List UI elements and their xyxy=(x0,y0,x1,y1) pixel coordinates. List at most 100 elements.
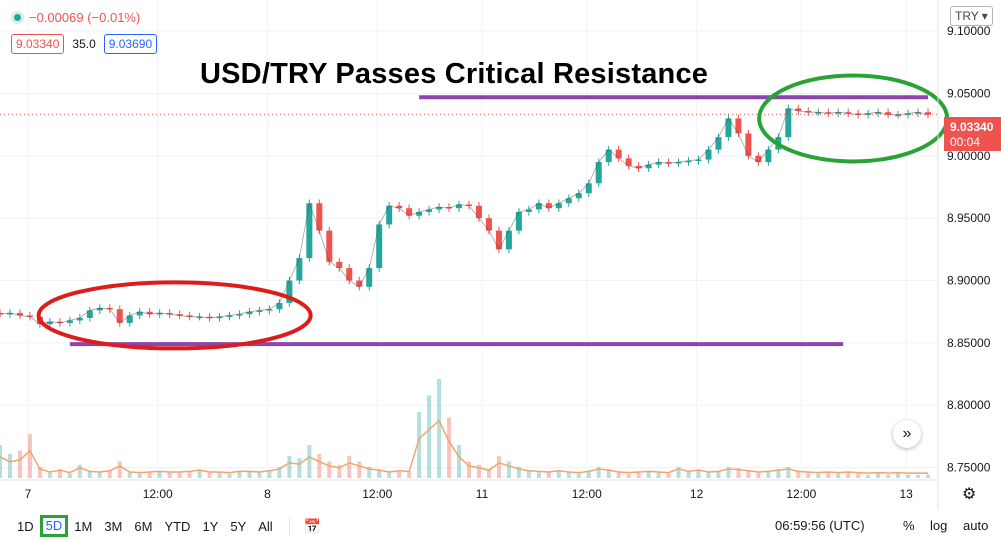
range-3m[interactable]: 3M xyxy=(104,518,123,534)
range-all[interactable]: All xyxy=(258,518,273,534)
candle-body xyxy=(236,314,243,316)
volume-bar xyxy=(726,467,731,478)
candle-body xyxy=(156,312,163,315)
candle-body xyxy=(16,312,23,316)
volume-bar xyxy=(257,472,262,478)
range-1m[interactable]: 1M xyxy=(74,518,93,534)
volume-bar xyxy=(297,458,302,478)
chart-settings-button[interactable]: ⚙ xyxy=(962,484,976,504)
volume-bar xyxy=(926,474,931,478)
volume-bar xyxy=(766,471,771,478)
utc-clock[interactable]: 06:59:56 (UTC) xyxy=(775,518,865,533)
candle-body xyxy=(815,112,822,114)
candle-body xyxy=(605,149,612,163)
volume-bar xyxy=(27,434,32,478)
candle-body xyxy=(386,205,393,225)
currency-dropdown[interactable]: TRY ▾ xyxy=(950,6,993,26)
buy-button[interactable]: 9.03690 xyxy=(103,34,158,54)
candle-body xyxy=(735,118,742,134)
candle-body xyxy=(106,307,113,310)
auto-scale-toggle[interactable]: auto xyxy=(963,518,989,533)
y-tick-label: 9.00000 xyxy=(947,149,991,163)
last-price-value: 9.03340 xyxy=(950,120,994,134)
volume-bar xyxy=(67,473,72,478)
volume-bar xyxy=(357,461,362,478)
volume-bar xyxy=(57,469,62,478)
y-tick-label: 8.80000 xyxy=(947,398,991,412)
symbol-header: −0.00069 (−0.01%) xyxy=(14,6,140,28)
volume-bar xyxy=(267,470,272,478)
log-scale-toggle[interactable]: log xyxy=(930,518,948,533)
volume-ma-line xyxy=(0,419,929,474)
range-6m[interactable]: 6M xyxy=(134,518,153,534)
candle-body xyxy=(326,230,333,262)
candle-body xyxy=(396,205,403,209)
candle-body xyxy=(885,112,892,115)
candle-body xyxy=(505,230,512,250)
sell-button[interactable]: 9.03340 xyxy=(11,34,65,54)
volume-bar xyxy=(437,379,442,478)
volume-bar xyxy=(846,472,851,478)
gear-icon: ⚙ xyxy=(962,486,977,503)
volume-bar xyxy=(187,471,192,478)
range-5d[interactable]: 5D xyxy=(39,515,69,537)
volume-bar xyxy=(307,445,312,478)
candle-body xyxy=(146,311,153,315)
volume-bar xyxy=(816,473,821,478)
range-1d[interactable]: 1D xyxy=(17,518,34,534)
volume-bar xyxy=(377,469,382,478)
candle-body xyxy=(595,162,602,184)
x-tick-label: 12:00 xyxy=(786,487,816,501)
chart-grid xyxy=(0,0,938,480)
volume-bar xyxy=(586,471,591,478)
bottom-toolbar: 1D 5D 1M 3M 6M YTD 1Y 5Y All 📅 06:59:56 … xyxy=(0,510,1001,542)
calendar-range-icon[interactable]: 📅 xyxy=(303,517,322,534)
candle-body xyxy=(136,311,143,316)
candle-body xyxy=(895,114,902,117)
volume-bar xyxy=(387,472,392,478)
volume-bar xyxy=(506,461,511,478)
time-axis[interactable]: 7 12:00 8 12:00 11 12:00 12 12:00 13 xyxy=(0,479,938,501)
volume-bar xyxy=(427,395,432,478)
candle-body xyxy=(825,112,832,114)
volume-bar xyxy=(77,464,82,478)
volume-bar xyxy=(916,474,921,478)
scroll-to-realtime-button[interactable]: » xyxy=(893,420,921,448)
volume-bar xyxy=(676,467,681,478)
volume-bar xyxy=(217,472,222,478)
candle-body xyxy=(715,137,722,150)
volume-bar xyxy=(826,472,831,478)
range-ytd[interactable]: YTD xyxy=(164,518,191,534)
x-tick-label: 11 xyxy=(476,487,489,501)
candle-body xyxy=(6,312,13,315)
volume-bar xyxy=(17,450,22,478)
percent-scale-toggle[interactable]: % xyxy=(903,518,915,533)
volume-bar xyxy=(137,473,142,478)
volume-bar xyxy=(397,470,402,478)
toolbar-divider xyxy=(288,517,290,535)
candle-body xyxy=(256,310,263,312)
candle-body xyxy=(176,314,183,316)
volume-bar xyxy=(906,474,911,478)
volume-bar xyxy=(147,472,152,478)
candle-body xyxy=(286,280,293,303)
candle-body xyxy=(406,208,413,216)
price-axis[interactable]: 9.10000 9.05000 9.00000 8.95000 8.90000 8.850… xyxy=(937,0,991,510)
volume-bar xyxy=(337,464,342,478)
candle-body xyxy=(805,110,812,113)
plot-background xyxy=(0,0,938,480)
volume-bar xyxy=(576,473,581,478)
volume-bar xyxy=(646,471,651,478)
bar-countdown: 00:04 xyxy=(950,135,981,149)
candle-body xyxy=(725,118,732,138)
range-5y[interactable]: 5Y xyxy=(230,518,247,534)
volume-bar xyxy=(347,456,352,478)
candle-body xyxy=(246,311,253,315)
range-1y[interactable]: 1Y xyxy=(202,518,219,534)
double-chevron-right-icon: » xyxy=(902,425,912,442)
candle-body xyxy=(96,307,103,311)
chevron-down-icon: ▾ xyxy=(981,9,988,23)
candle-body xyxy=(126,315,133,323)
spread-value: 35.0 xyxy=(72,37,96,51)
